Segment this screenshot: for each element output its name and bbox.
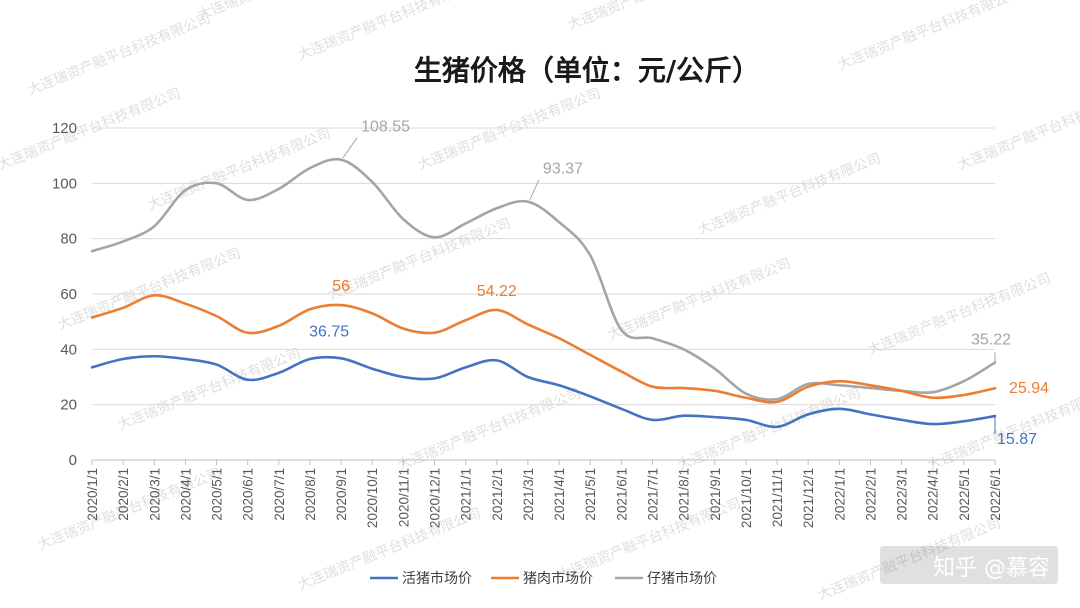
x-tick-label: 2020/4/1: [178, 468, 193, 521]
watermark-text: 大连瑞资产融平台科技有限公司: [866, 270, 1054, 358]
y-tick-label: 80: [60, 231, 77, 248]
x-tick-label: 2021/11/1: [770, 468, 785, 527]
y-tick-label: 100: [52, 175, 77, 192]
brand-text: 知乎 @慕容: [933, 556, 1050, 581]
legend: 活猪市场价 猪肉市场价 仔猪市场价: [370, 570, 717, 587]
data-label: 25.94: [1009, 380, 1049, 397]
x-tick-label: 2020/6/1: [241, 468, 256, 521]
data-labels: 108.55 93.37 56 54.22 36.75 35.22 25.94 15.87: [309, 119, 1049, 448]
x-tick-label: 2020/11/1: [396, 468, 411, 527]
watermark-text: 大连瑞资产融平台科技有限公司: [56, 245, 244, 333]
watermark-text: 大连瑞资产融平台科技有限公司: [606, 255, 794, 343]
y-tick-label: 60: [60, 286, 77, 303]
x-tick-label: 2020/9/1: [334, 468, 349, 521]
data-label: 56: [332, 278, 350, 295]
data-label-leader: [342, 137, 358, 158]
x-tick-label: 2021/12/1: [801, 468, 816, 528]
watermark-text: 大连瑞资产融平台科技有限公司: [696, 150, 884, 238]
series-line-0: [90, 354, 997, 429]
data-label: 108.55: [361, 119, 410, 136]
data-label: 15.87: [997, 431, 1037, 448]
legend-label-1: 猪肉市场价: [523, 570, 593, 587]
data-label: 36.75: [309, 323, 349, 340]
watermark-text: 大连瑞资产融平台科技有限公司: [956, 85, 1080, 173]
series-lines: [90, 157, 997, 429]
x-tick-label: 2021/6/1: [614, 468, 629, 521]
data-label: 54.22: [477, 283, 517, 300]
x-tick-label: 2020/8/1: [303, 468, 318, 521]
x-tick-label: 2022/2/1: [863, 468, 878, 521]
x-tick-label: 2021/5/1: [583, 468, 598, 521]
data-label-leader: [529, 179, 540, 200]
watermark-text: 大连瑞资产融平台科技有限公司: [836, 0, 1024, 74]
x-tick-label: 2021/7/1: [645, 468, 660, 521]
x-tick-label: 2022/3/1: [895, 468, 910, 521]
x-tick-label: 2021/10/1: [739, 468, 754, 528]
watermark-text: 大连瑞资产融平台科技有限公司: [566, 0, 754, 34]
y-tick-label: 20: [60, 397, 77, 414]
x-tick-label: 2020/7/1: [272, 468, 287, 521]
series-line-2: [90, 157, 997, 401]
x-tick-label: 2020/2/1: [116, 468, 131, 521]
x-tick-label: 2020/10/1: [365, 468, 380, 528]
x-tick-label: 2021/1/1: [459, 468, 474, 521]
watermark-text: 大连瑞资产融平台科技有限公司: [116, 345, 304, 433]
x-tick-label: 2022/5/1: [957, 468, 972, 521]
gridlines: [92, 127, 995, 461]
x-tick-label: 2022/6/1: [988, 468, 1003, 521]
x-tick-label: 2021/9/1: [708, 468, 723, 521]
x-axis: 2020/1/1 2020/2/1 2020/3/1 2020/4/1 2020/5/1…: [85, 460, 1003, 528]
y-tick-label: 40: [60, 341, 77, 358]
legend-label-2: 仔猪市场价: [647, 570, 717, 587]
series-line-1: [90, 294, 997, 404]
legend-label-0: 活猪市场价: [402, 570, 472, 587]
x-tick-label: 2020/3/1: [147, 468, 162, 521]
data-label: 35.22: [971, 332, 1011, 349]
watermark-text: 大连瑞资产融平台科技有限公司: [0, 85, 183, 173]
x-tick-label: 2021/8/1: [677, 468, 692, 521]
y-tick-label: 120: [52, 120, 77, 137]
data-label: 93.37: [543, 161, 583, 178]
x-tick-label: 2020/12/1: [428, 468, 443, 528]
watermark-text: 大连瑞资产融平台科技有限公司: [196, 0, 384, 24]
chart-title: 生猪价格（单位：元/公斤）: [414, 54, 760, 87]
x-tick-label: 2020/5/1: [210, 468, 225, 521]
y-axis: 0 20 40 60 80 100 120: [52, 120, 77, 469]
x-tick-label: 2022/4/1: [926, 468, 941, 521]
y-tick-label: 0: [69, 452, 77, 469]
x-tick-label: 2021/4/1: [552, 468, 567, 521]
x-tick-label: 2020/1/1: [85, 468, 100, 521]
brand-backdrop: [880, 546, 1058, 584]
x-tick-label: 2021/2/1: [490, 468, 505, 521]
x-tick-label: 2022/1/1: [832, 468, 847, 521]
watermark-text: 大连瑞资产融平台科技有限公司: [26, 10, 214, 98]
x-tick-label: 2021/3/1: [521, 468, 536, 521]
brand-watermark: 知乎 @慕容: [880, 546, 1058, 584]
